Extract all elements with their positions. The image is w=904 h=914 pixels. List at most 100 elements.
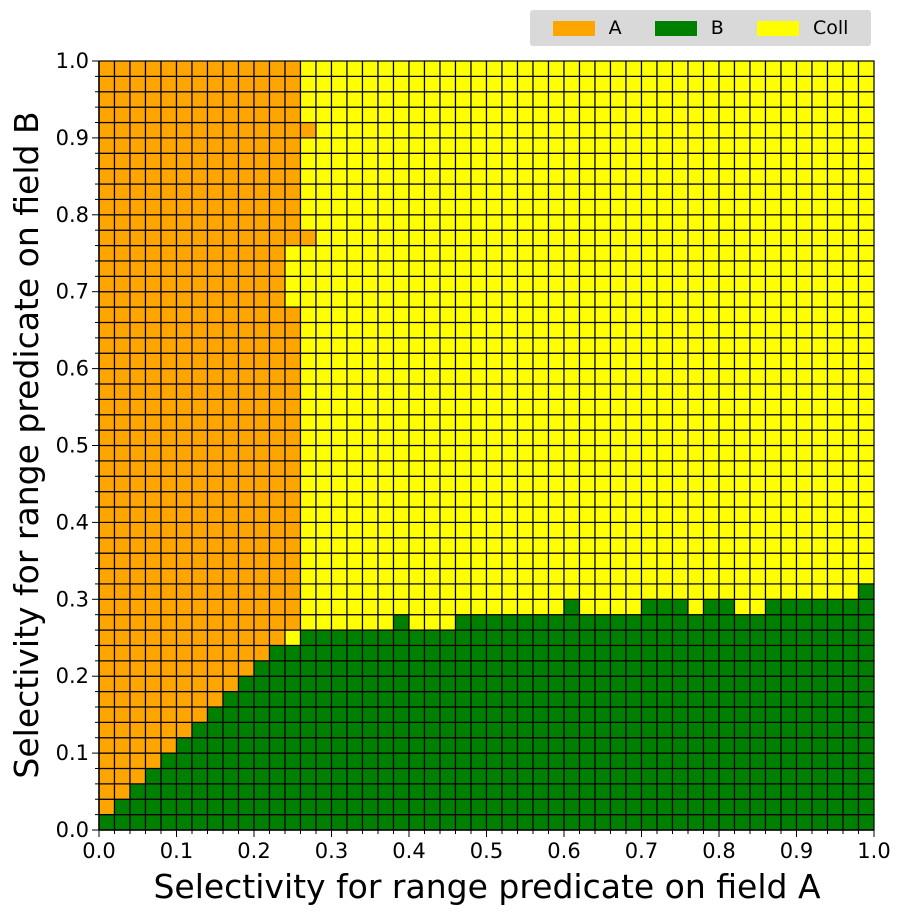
heatmap-cell xyxy=(470,121,488,139)
heatmap-cell xyxy=(764,675,782,693)
heatmap-cell xyxy=(470,721,488,739)
heatmap-cell xyxy=(640,675,658,693)
heatmap-cell xyxy=(516,306,534,324)
heatmap-cell xyxy=(330,121,348,139)
heatmap-cell xyxy=(485,583,503,600)
heatmap-cell xyxy=(687,198,705,216)
heatmap-cell xyxy=(144,75,162,93)
heatmap-cell xyxy=(144,429,162,447)
heatmap-cell xyxy=(702,168,720,185)
heatmap-cell xyxy=(780,614,798,631)
heatmap-cell xyxy=(315,567,333,585)
heatmap-cell xyxy=(780,106,798,124)
heatmap-cell xyxy=(330,214,348,231)
heatmap-cell xyxy=(826,506,844,523)
heatmap-cell xyxy=(516,368,534,385)
heatmap-cell xyxy=(330,260,348,277)
heatmap-cell xyxy=(361,798,379,816)
heatmap-cell xyxy=(454,229,472,247)
heatmap-cell xyxy=(594,460,612,477)
heatmap-cell xyxy=(578,537,596,554)
heatmap-cell xyxy=(857,260,875,277)
heatmap-cell xyxy=(718,91,736,108)
heatmap-cell xyxy=(268,429,286,447)
heatmap-cell xyxy=(160,506,178,523)
heatmap-cell xyxy=(237,660,255,677)
heatmap-cell xyxy=(532,460,550,477)
heatmap-cell xyxy=(299,721,317,739)
heatmap-cell xyxy=(532,306,550,324)
heatmap-cell xyxy=(408,506,426,523)
heatmap-cell xyxy=(315,814,333,831)
heatmap-cell xyxy=(392,567,410,585)
heatmap-cell xyxy=(268,352,286,370)
heatmap-cell xyxy=(237,444,255,462)
heatmap-cell xyxy=(268,706,286,723)
heatmap-cell xyxy=(315,521,333,539)
heatmap-cell xyxy=(253,660,271,677)
heatmap-cell xyxy=(330,60,348,77)
heatmap-cell xyxy=(857,567,875,585)
heatmap-cell xyxy=(671,137,689,154)
heatmap-cell xyxy=(439,537,457,554)
heatmap-cell xyxy=(842,398,860,416)
heatmap-cell xyxy=(764,260,782,277)
heatmap-cell xyxy=(594,752,612,770)
heatmap-cell xyxy=(501,91,519,108)
heatmap-cell xyxy=(501,198,519,216)
heatmap-cell xyxy=(315,690,333,708)
heatmap-cell xyxy=(594,521,612,539)
heatmap-cell xyxy=(826,629,844,647)
heatmap-cell xyxy=(640,368,658,385)
heatmap-cell xyxy=(842,706,860,723)
heatmap-cell xyxy=(640,567,658,585)
heatmap-cell xyxy=(175,214,193,231)
heatmap-cell xyxy=(191,121,209,139)
heatmap-cell xyxy=(578,783,596,800)
heatmap-cell xyxy=(485,321,503,339)
heatmap-cell xyxy=(129,552,147,570)
heatmap-cell xyxy=(392,537,410,554)
heatmap-cell xyxy=(377,475,395,493)
heatmap-cell xyxy=(578,229,596,247)
heatmap-cell xyxy=(268,414,286,431)
heatmap-cell xyxy=(516,198,534,216)
heatmap-cell xyxy=(671,660,689,677)
heatmap-cell xyxy=(470,690,488,708)
heatmap-cell xyxy=(640,721,658,739)
heatmap-cell xyxy=(346,706,364,723)
heatmap-cell xyxy=(284,291,302,308)
heatmap-cell xyxy=(98,75,116,93)
heatmap-cell xyxy=(625,767,643,785)
heatmap-cell xyxy=(392,183,410,201)
heatmap-cell xyxy=(702,614,720,631)
heatmap-cell xyxy=(501,183,519,201)
heatmap-cell xyxy=(656,275,674,293)
heatmap-cell xyxy=(578,629,596,647)
heatmap-cell xyxy=(330,767,348,785)
heatmap-cell xyxy=(454,614,472,631)
heatmap-cell xyxy=(485,767,503,785)
heatmap-cell xyxy=(687,706,705,723)
heatmap-cell xyxy=(98,644,116,662)
heatmap-cell xyxy=(594,60,612,77)
heatmap-cell xyxy=(718,352,736,370)
heatmap-cell xyxy=(749,75,767,93)
heatmap-cell xyxy=(175,91,193,108)
heatmap-cell xyxy=(702,644,720,662)
heatmap-cell xyxy=(253,598,271,616)
heatmap-cell xyxy=(702,152,720,170)
heatmap-cell xyxy=(687,798,705,816)
heatmap-cell xyxy=(113,291,131,308)
heatmap-cell xyxy=(330,814,348,831)
heatmap-cell xyxy=(842,737,860,754)
y-tick-label: 1.0 xyxy=(56,49,89,73)
heatmap-cell xyxy=(160,414,178,431)
heatmap-cell xyxy=(826,583,844,600)
heatmap-cell xyxy=(718,798,736,816)
heatmap-cell xyxy=(129,306,147,324)
heatmap-cell xyxy=(470,368,488,385)
heatmap-cell xyxy=(702,229,720,247)
heatmap-cell xyxy=(113,660,131,677)
